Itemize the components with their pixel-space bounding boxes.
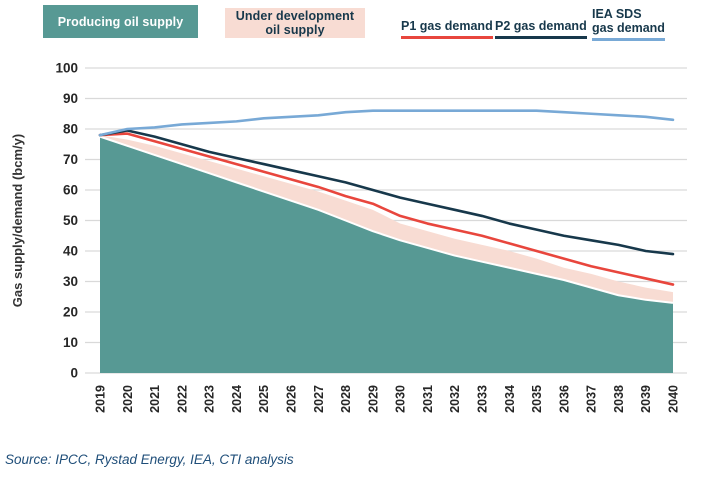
legend-p2-gas-demand: P2 gas demand (495, 19, 587, 39)
x-tick-label: 2029 (366, 385, 380, 413)
legend-underdev-label-line2: oil supply (265, 23, 325, 37)
y-tick-label: 50 (63, 213, 78, 228)
x-tick-label: 2037 (585, 385, 599, 413)
x-tick-label: 2033 (476, 385, 490, 413)
legend-iea-label-line2: gas demand (592, 21, 665, 35)
p2-gas-demand-line (98, 129, 675, 256)
y-tick-label: 100 (55, 61, 78, 76)
y-tick-label: 0 (70, 366, 78, 381)
legend-producing-oil-supply: Producing oil supply (43, 5, 198, 38)
under-development-oil-supply-band (100, 135, 673, 303)
legend-p2-label: P2 gas demand (495, 19, 587, 33)
p1-gas-demand-line (98, 132, 675, 286)
chart-area: 0 10 20 30 40 50 60 70 80 90 100 2019 2020 2021 2022 20… (0, 55, 726, 433)
y-tick-label: 30 (63, 274, 78, 289)
y-axis-label: Gas supply/demand (bcm/y) (10, 134, 25, 307)
legend-under-development-oil-supply: Under development oil supply (225, 8, 365, 38)
y-tick-label: 20 (63, 305, 78, 320)
x-tick-label: 2039 (639, 385, 653, 413)
x-tick-label: 2019 (94, 385, 108, 413)
x-tick-label: 2021 (148, 385, 162, 413)
x-tick-label: 2025 (257, 385, 271, 413)
x-tick-label: 2020 (121, 385, 135, 413)
iea-sds-gas-demand-line (98, 109, 675, 137)
x-tick-label: 2031 (421, 385, 435, 413)
legend-p1-gas-demand: P1 gas demand (401, 19, 493, 39)
producing-oil-supply-area (100, 136, 673, 373)
legend-producing-label: Producing oil supply (57, 14, 184, 29)
source-note: Source: IPCC, Rystad Energy, IEA, CTI an… (5, 452, 294, 467)
x-tick-label: 2038 (612, 385, 626, 413)
x-tick-label: 2036 (557, 385, 571, 413)
x-tick-label: 2028 (339, 385, 353, 413)
x-tick-label: 2027 (312, 385, 326, 413)
legend-p1-label: P1 gas demand (401, 19, 493, 33)
legend-iea-label-line1: IEA SDS (592, 7, 642, 21)
x-tick-label: 2032 (448, 385, 462, 413)
x-tick-label: 2030 (394, 385, 408, 413)
y-tick-label: 10 (63, 335, 78, 350)
x-tick-label: 2024 (230, 385, 244, 413)
y-tick-label: 60 (63, 183, 78, 198)
x-tick-label: 2026 (285, 385, 299, 413)
legend-iea-sds-gas-demand: IEA SDS gas demand (592, 7, 665, 41)
x-tick-label: 2040 (667, 385, 681, 413)
y-tick-label: 70 (63, 152, 78, 167)
y-tick-label: 90 (63, 91, 78, 106)
x-tick-label: 2035 (530, 385, 544, 413)
y-tick-label: 80 (63, 122, 78, 137)
x-tick-label: 2023 (203, 385, 217, 413)
x-tick-label: 2022 (175, 385, 189, 413)
x-tick-label: 2034 (503, 385, 517, 413)
legend-underdev-label-line1: Under development (235, 9, 355, 23)
y-tick-label: 40 (63, 244, 78, 259)
area-separator-line (99, 135, 674, 304)
